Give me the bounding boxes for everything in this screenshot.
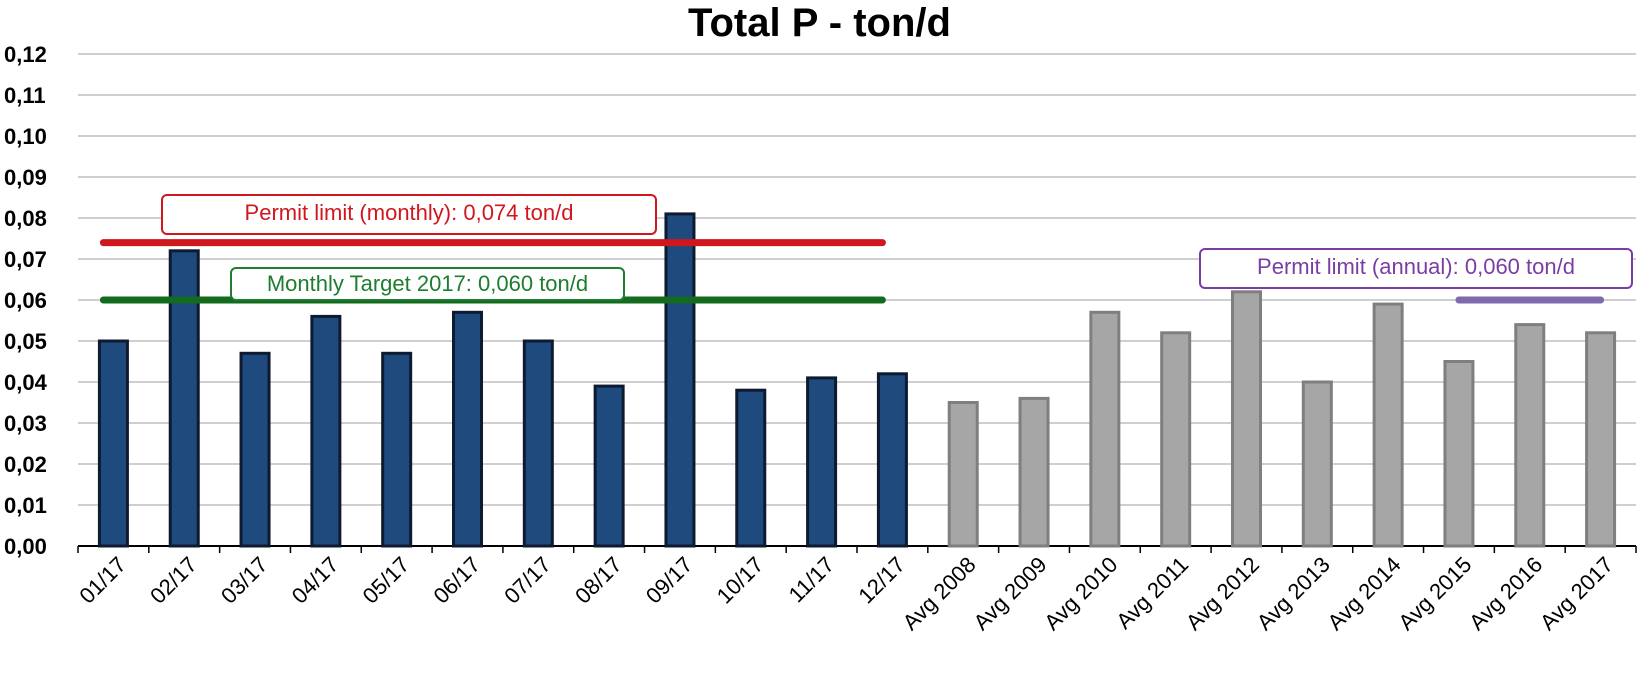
bar <box>664 212 696 548</box>
bar <box>806 376 838 548</box>
bar <box>310 314 342 548</box>
bar <box>876 372 908 548</box>
bar <box>168 249 200 548</box>
y-tick-label: 0,08 <box>4 206 47 231</box>
bar <box>381 351 413 548</box>
y-tick-label: 0,09 <box>4 165 47 190</box>
y-tick-label: 0,05 <box>4 329 47 354</box>
x-tick-label: Avg 2012 <box>1181 552 1264 635</box>
x-tick-label: Avg 2014 <box>1323 552 1406 635</box>
x-tick-label: Avg 2011 <box>1111 552 1193 634</box>
monthly-target-label: Monthly Target 2017: 0,060 ton/d <box>230 267 625 301</box>
bar <box>1231 290 1262 548</box>
x-tick-label: Avg 2008 <box>898 552 981 635</box>
y-tick-label: 0,07 <box>4 247 47 272</box>
bar <box>1160 331 1192 548</box>
x-tick-label: Avg 2009 <box>968 552 1051 635</box>
y-tick-label: 0,04 <box>4 370 48 395</box>
bar <box>947 401 979 548</box>
permit-limit-annual-label: Permit limit (annual): 0,060 ton/d <box>1199 248 1633 289</box>
chart-title: Total P - ton/d <box>688 1 951 45</box>
x-tick-label: 05/17 <box>358 552 415 609</box>
x-tick-label: 06/17 <box>428 552 485 609</box>
bar <box>1514 323 1546 548</box>
y-tick-label: 0,11 <box>4 83 46 108</box>
x-tick-label: Avg 2010 <box>1039 552 1122 635</box>
x-tick-label: Avg 2016 <box>1464 552 1547 635</box>
bar <box>1585 331 1617 548</box>
x-tick-label: 02/17 <box>145 552 202 609</box>
bar <box>522 339 554 548</box>
x-tick-label: Avg 2017 <box>1535 552 1618 635</box>
bar <box>1018 396 1050 548</box>
x-tick-label: 04/17 <box>287 552 344 609</box>
y-tick-label: 0,06 <box>4 288 47 313</box>
bar <box>1301 380 1333 548</box>
x-tick-label: 11/17 <box>784 552 839 607</box>
x-tick-label: 12/17 <box>853 552 910 609</box>
y-tick-label: 0,10 <box>4 124 47 149</box>
x-tick-label: 07/17 <box>499 552 556 609</box>
y-tick-label: 0,12 <box>4 42 47 67</box>
x-tick-label: 01/17 <box>74 552 131 609</box>
bar <box>1372 302 1404 548</box>
bar <box>593 384 625 548</box>
bar <box>1443 360 1475 548</box>
y-tick-label: 0,01 <box>4 493 47 518</box>
bar <box>735 388 767 548</box>
y-tick-label: 0,00 <box>4 534 47 559</box>
bar <box>452 310 483 548</box>
x-tick-label: 09/17 <box>641 552 698 609</box>
x-tick-label: 10/17 <box>712 552 769 609</box>
bar <box>1089 310 1121 548</box>
bar <box>239 351 271 548</box>
x-tick-label: Avg 2015 <box>1393 552 1476 635</box>
permit-limit-monthly-label: Permit limit (monthly): 0,074 ton/d <box>161 194 657 235</box>
x-tick-label: 08/17 <box>570 552 627 609</box>
x-tick-label: Avg 2013 <box>1252 552 1335 635</box>
x-tick-label: 03/17 <box>216 552 273 609</box>
y-tick-label: 0,02 <box>4 452 47 477</box>
y-tick-label: 0,03 <box>4 411 47 436</box>
bar <box>97 339 129 548</box>
